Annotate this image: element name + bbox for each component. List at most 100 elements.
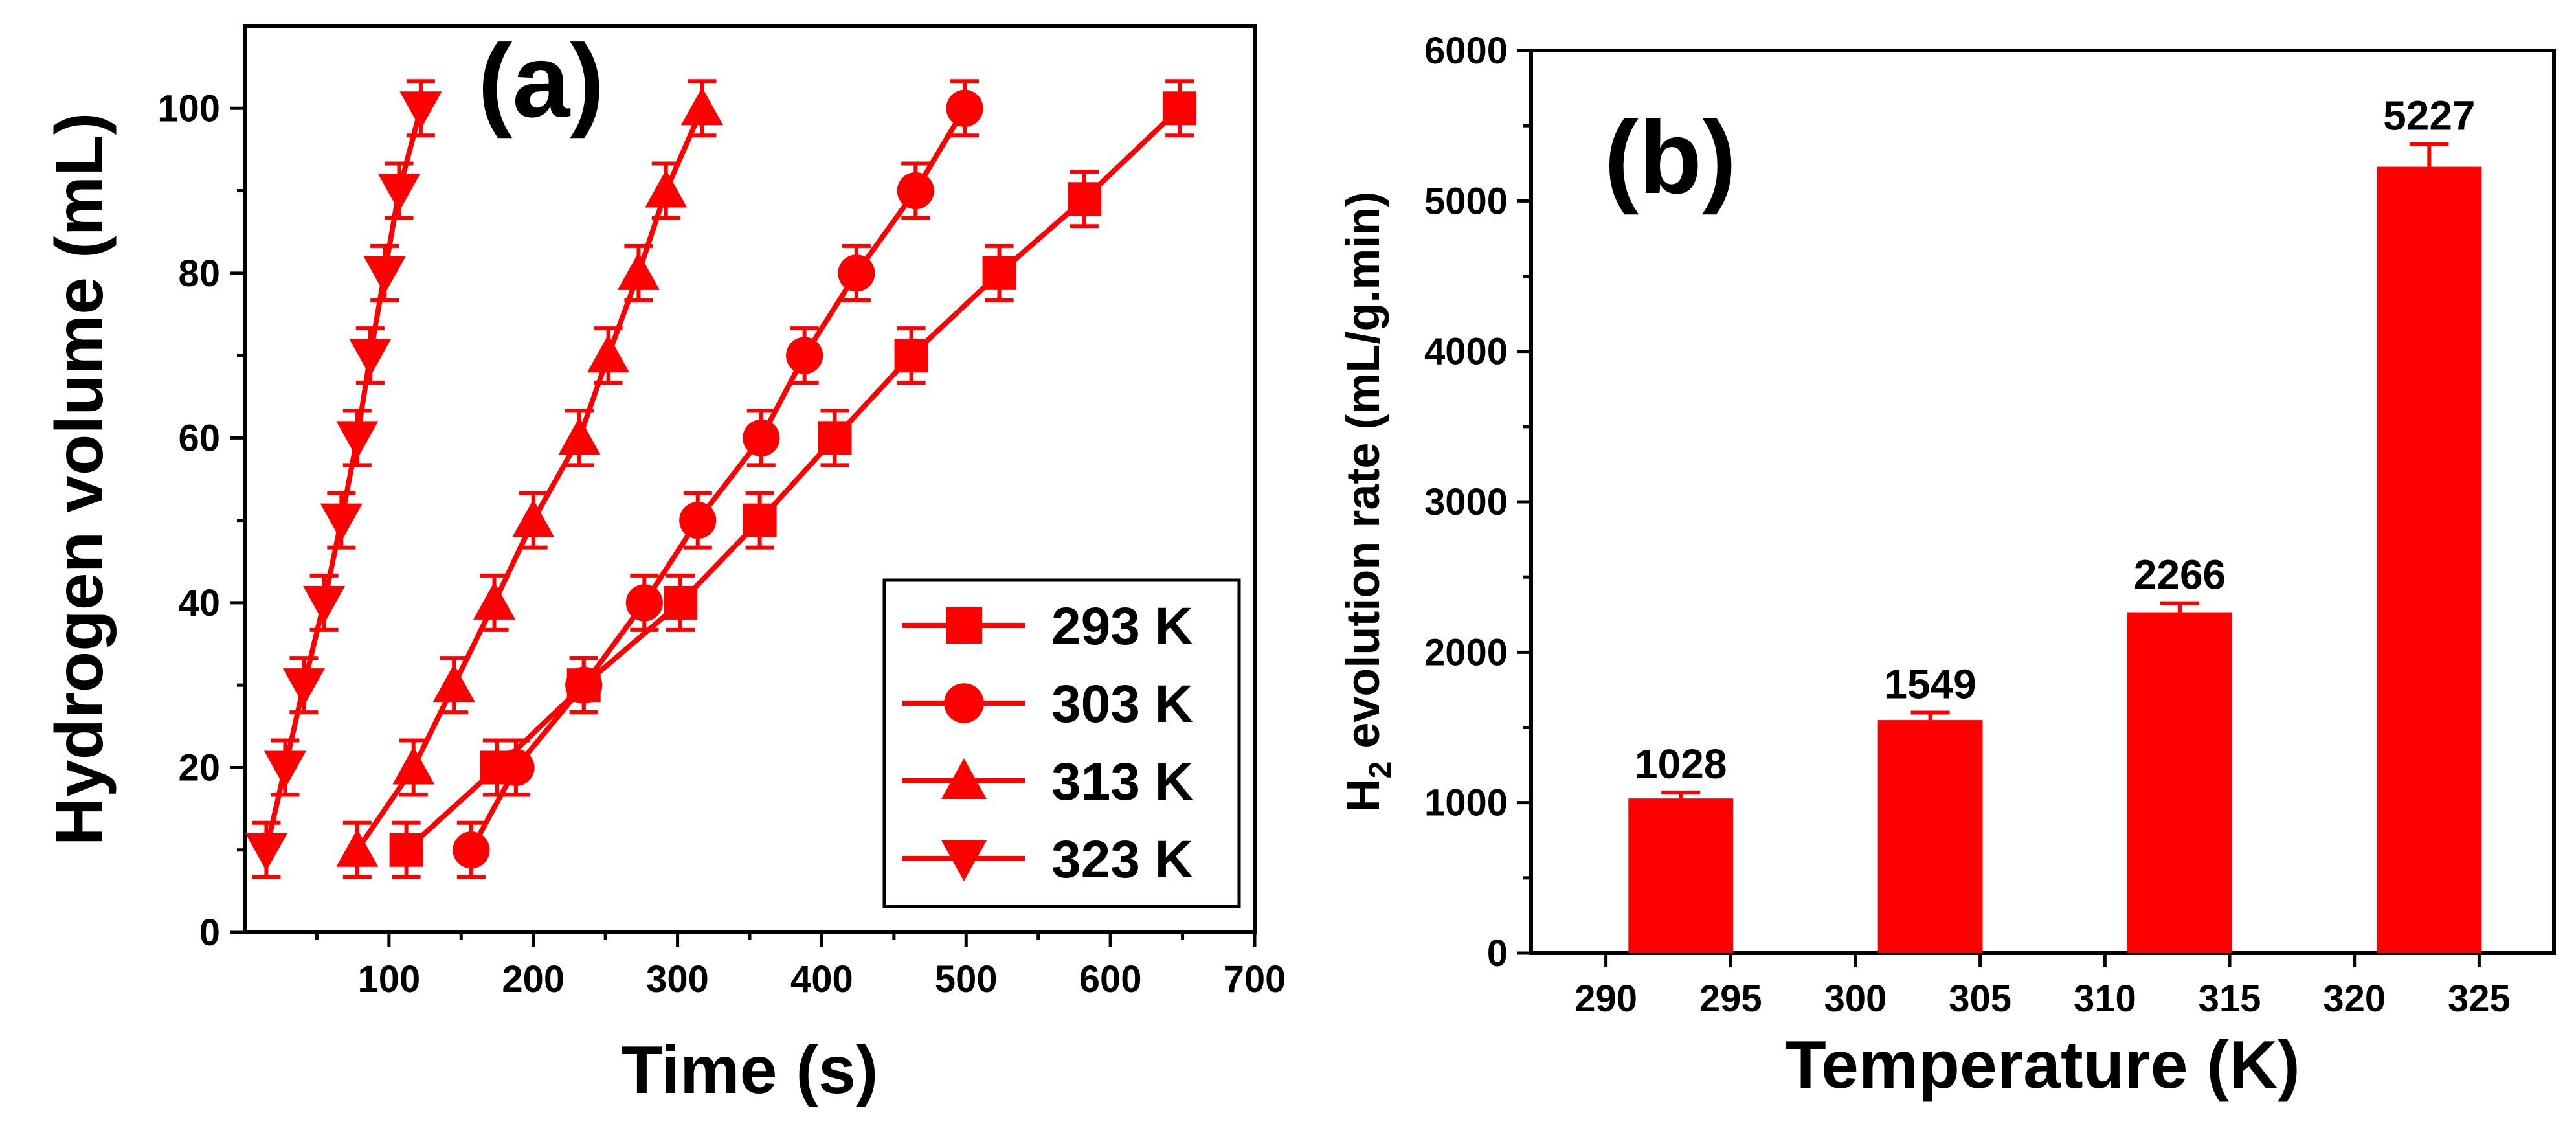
x-axis-label: Temperature (K) xyxy=(1785,1028,2300,1103)
legend-box xyxy=(882,578,1241,908)
data-point xyxy=(363,256,406,295)
data-point xyxy=(377,174,420,212)
data-point xyxy=(664,585,698,620)
series-line xyxy=(469,107,967,851)
legend-marker xyxy=(941,758,987,799)
x-tick-label: 200 xyxy=(502,958,565,1000)
x-tick-label: 310 xyxy=(2074,978,2136,1020)
bar xyxy=(2127,612,2232,953)
series-323-K xyxy=(245,79,442,879)
data-point xyxy=(432,664,475,703)
y-tick-label: 3000 xyxy=(1424,481,1508,523)
x-tick-label: 400 xyxy=(790,958,853,1000)
y-tick-label: 2000 xyxy=(1424,631,1508,673)
data-point xyxy=(946,89,983,127)
data-point xyxy=(453,831,490,869)
bar-value-label: 5227 xyxy=(2383,93,2475,139)
bar xyxy=(1877,720,1983,953)
legend-entry: 293 K xyxy=(1051,597,1193,656)
y-tick-label: 0 xyxy=(199,912,220,954)
x-tick-label: 500 xyxy=(935,958,998,1000)
y-axis-label-rest: evolution rate (mL/g.min) xyxy=(1338,192,1389,761)
data-point xyxy=(679,502,717,539)
data-point xyxy=(473,581,516,620)
data-point xyxy=(558,416,601,455)
data-point xyxy=(392,746,435,785)
data-point xyxy=(303,585,346,624)
data-point xyxy=(1163,91,1197,126)
legend-marker xyxy=(944,683,984,723)
data-point xyxy=(982,256,1016,290)
y-tick-label: 100 xyxy=(157,87,220,129)
data-point xyxy=(349,339,392,377)
legend-entry: 323 K xyxy=(1051,830,1193,889)
x-axis-label: Time (s) xyxy=(622,1033,879,1108)
bar-group: 5227 xyxy=(2377,93,2482,954)
y-tick-label: 4000 xyxy=(1424,331,1508,373)
bar xyxy=(1628,798,1734,953)
data-point xyxy=(320,503,363,542)
panel-label-b: (b) xyxy=(1604,99,1736,215)
y-tick-label: 80 xyxy=(178,253,220,295)
data-point xyxy=(1068,182,1102,216)
data-point xyxy=(587,334,630,373)
data-point xyxy=(263,750,306,789)
data-point xyxy=(399,91,442,129)
y-tick-label: 60 xyxy=(178,417,220,459)
series-line xyxy=(263,107,423,851)
bar xyxy=(2377,166,2482,954)
data-point xyxy=(786,337,823,374)
data-point xyxy=(680,87,723,126)
x-tick-label: 305 xyxy=(1949,978,2011,1020)
series-303-K xyxy=(453,79,983,879)
series-line xyxy=(404,106,1182,852)
data-point xyxy=(645,170,688,208)
data-point xyxy=(743,419,780,456)
data-point xyxy=(897,172,934,210)
x-tick-label: 300 xyxy=(646,958,709,1000)
bar-group: 1549 xyxy=(1877,660,1983,953)
y-tick-label: 20 xyxy=(178,747,220,789)
x-tick-label: 290 xyxy=(1574,978,1637,1020)
y-tick-label: 5000 xyxy=(1424,180,1508,222)
series-line xyxy=(355,107,705,851)
legend-marker xyxy=(941,840,987,881)
y-axis-label: H2 evolution rate (mL/g.min) xyxy=(1338,192,1398,813)
data-point xyxy=(894,339,928,373)
series-313-K xyxy=(336,79,723,879)
bar-group: 2266 xyxy=(2127,552,2232,953)
legend: 293 K 303 K 313 K 323 K xyxy=(882,578,1241,908)
y-axis-label-subscript: 2 xyxy=(1363,761,1398,779)
legend-entry: 313 K xyxy=(1051,752,1193,811)
y-axis-label-main: H xyxy=(1338,778,1389,812)
bar-value-label: 2266 xyxy=(2134,552,2226,598)
legend-marker xyxy=(946,607,982,644)
data-point xyxy=(245,833,287,872)
x-tick-label: 600 xyxy=(1079,958,1142,1000)
data-point xyxy=(282,668,325,706)
data-point xyxy=(512,499,555,537)
data-point xyxy=(336,829,379,867)
y-tick-label: 1000 xyxy=(1424,782,1508,824)
legend-entry: 303 K xyxy=(1051,675,1193,734)
x-tick-label: 325 xyxy=(2448,978,2511,1020)
panel-b-bar-chart: 290 295 300 305 310 315 320 325 0 1000 2000 3000 400… xyxy=(1338,30,2556,1103)
x-tick-label: 315 xyxy=(2199,978,2261,1020)
y-axis-label: Hydrogen volume (mL) xyxy=(42,113,117,846)
data-point xyxy=(497,749,535,787)
y-tick-label: 6000 xyxy=(1424,30,1508,72)
data-point xyxy=(565,666,603,704)
x-tick-label: 700 xyxy=(1224,958,1286,1000)
data-point xyxy=(743,503,777,537)
data-point xyxy=(389,833,423,867)
data-point xyxy=(625,584,663,622)
panel-a-line-chart: 100 200 300 400 500 600 700 0 20 40 60 80 100 Time (s… xyxy=(42,23,1286,1108)
x-tick-label: 320 xyxy=(2323,978,2386,1020)
data-point xyxy=(838,254,875,292)
x-tick-label: 295 xyxy=(1699,978,1762,1020)
y-tick-label: 40 xyxy=(178,582,220,624)
data-point xyxy=(336,421,379,459)
bar-value-label: 1028 xyxy=(1635,741,1727,787)
data-point xyxy=(617,252,660,290)
